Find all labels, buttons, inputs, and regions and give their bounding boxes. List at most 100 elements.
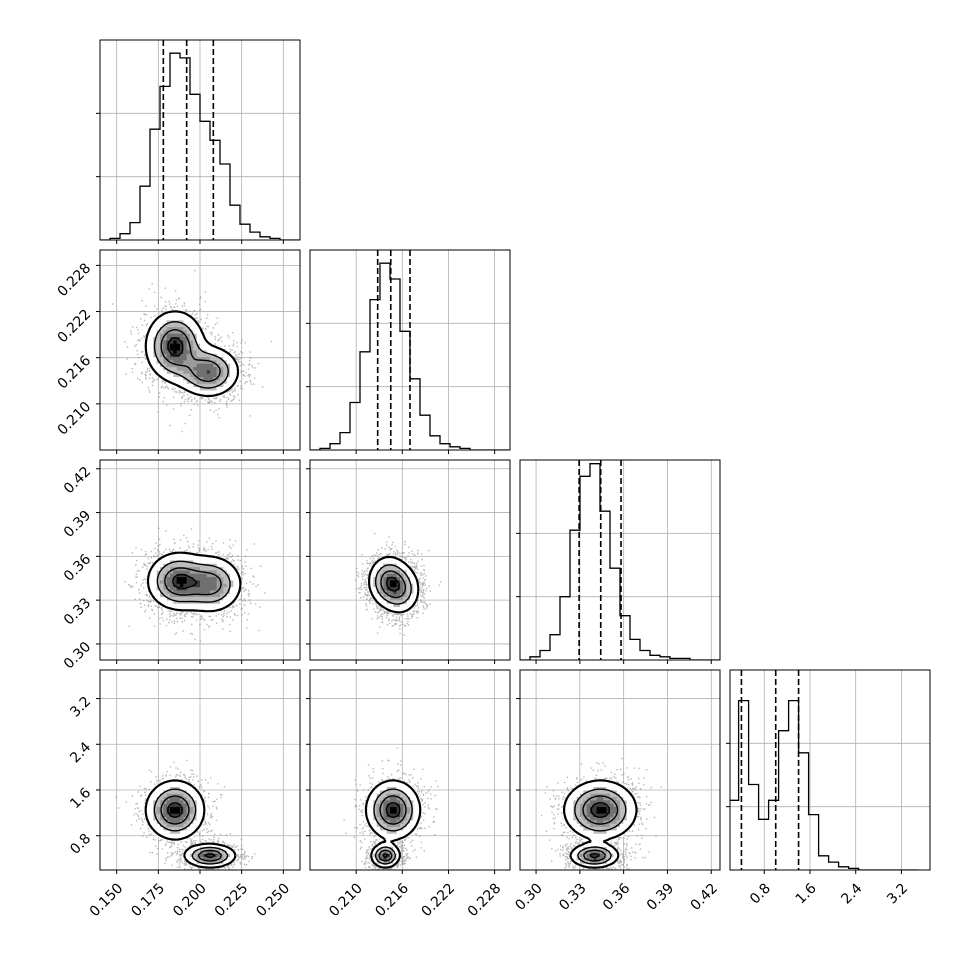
x-tick-label: 3.2 bbox=[884, 880, 911, 907]
density-cell bbox=[180, 383, 184, 388]
density-cell bbox=[160, 793, 164, 798]
density-cell bbox=[150, 346, 154, 351]
density-cell bbox=[223, 580, 228, 584]
density-cell bbox=[220, 560, 224, 564]
density-cell bbox=[203, 360, 208, 364]
density-cell bbox=[600, 826, 604, 831]
density-cell bbox=[210, 356, 214, 361]
density-cell bbox=[196, 850, 201, 854]
density-cell bbox=[193, 350, 198, 354]
contour-line bbox=[144, 310, 240, 398]
density-cell bbox=[383, 596, 388, 601]
density-cell bbox=[156, 333, 161, 338]
density-cell bbox=[413, 810, 418, 814]
x-tick-label: 0.33 bbox=[556, 880, 589, 913]
density-cell bbox=[216, 360, 221, 364]
density-cell bbox=[380, 823, 384, 828]
density-cell bbox=[156, 366, 161, 371]
density-cell bbox=[160, 583, 164, 588]
density-cell bbox=[196, 813, 201, 818]
density-cell bbox=[613, 816, 618, 821]
density-cell bbox=[200, 813, 204, 818]
density-cell bbox=[383, 810, 388, 814]
density-cell bbox=[390, 793, 394, 798]
contour-line bbox=[144, 779, 237, 869]
density-cell bbox=[196, 800, 201, 804]
density-cell bbox=[200, 350, 204, 354]
density-cell bbox=[156, 816, 161, 821]
density-cell bbox=[606, 786, 611, 791]
density-cell bbox=[183, 320, 188, 324]
density-cell bbox=[386, 566, 391, 571]
density-cell bbox=[170, 783, 174, 788]
density-cell bbox=[220, 600, 224, 604]
density-cell bbox=[230, 580, 234, 584]
density-cell bbox=[180, 583, 184, 588]
density-cell bbox=[376, 826, 381, 831]
density-cell bbox=[186, 603, 191, 608]
density-cell bbox=[393, 596, 398, 601]
density-cell bbox=[216, 600, 221, 604]
density-cell bbox=[180, 570, 184, 574]
density-cell bbox=[156, 813, 161, 818]
density-cell bbox=[616, 816, 621, 821]
density-cell bbox=[576, 823, 581, 828]
density-cell bbox=[396, 800, 401, 804]
density-cell bbox=[413, 583, 418, 588]
density-cell bbox=[220, 366, 224, 371]
density-cell bbox=[170, 363, 174, 368]
contour-line bbox=[364, 779, 422, 869]
density-cell bbox=[173, 356, 178, 361]
density-cell bbox=[186, 583, 191, 588]
density-cell bbox=[203, 356, 208, 361]
density-cell bbox=[153, 353, 158, 358]
density-cell bbox=[200, 373, 204, 378]
density-cell bbox=[616, 806, 621, 811]
density-cell bbox=[163, 586, 168, 591]
y-tick-label: 0.228 bbox=[55, 260, 95, 300]
density-cell bbox=[196, 353, 201, 358]
density-cell bbox=[390, 856, 394, 861]
density-cell bbox=[150, 363, 154, 368]
density-cell bbox=[630, 803, 634, 808]
density-cell bbox=[206, 580, 211, 584]
density-cell bbox=[206, 376, 211, 381]
density-cell bbox=[220, 356, 224, 361]
density-cell bbox=[583, 806, 588, 811]
density-cell bbox=[386, 860, 391, 864]
density-cell bbox=[386, 603, 391, 608]
density-cell bbox=[196, 863, 201, 868]
density-cell bbox=[396, 590, 401, 594]
density-cell bbox=[206, 846, 211, 851]
density-cell bbox=[186, 580, 191, 584]
contour-line bbox=[574, 788, 627, 865]
density-cell bbox=[370, 583, 374, 588]
density-cell bbox=[180, 606, 184, 611]
density-cell bbox=[376, 793, 381, 798]
density-cell bbox=[166, 580, 171, 584]
density-cell bbox=[183, 810, 188, 814]
density-cell bbox=[603, 823, 608, 828]
density-cell bbox=[216, 860, 221, 864]
density-cell bbox=[223, 370, 228, 374]
density-cell bbox=[146, 340, 151, 344]
density-cell bbox=[613, 823, 618, 828]
density-cell bbox=[596, 836, 601, 841]
density-cell bbox=[170, 573, 174, 578]
density-cell bbox=[206, 560, 211, 564]
density-cell bbox=[210, 863, 214, 868]
density-cell bbox=[213, 596, 218, 601]
density-cell bbox=[183, 806, 188, 811]
density-cell bbox=[610, 830, 614, 834]
density-cell bbox=[200, 340, 204, 344]
density-cell bbox=[190, 826, 194, 831]
density-cell bbox=[186, 386, 191, 391]
density-cell bbox=[216, 853, 221, 858]
density-cell bbox=[610, 846, 614, 851]
density-cell bbox=[593, 830, 598, 834]
density-cell bbox=[613, 856, 618, 861]
density-cell bbox=[160, 820, 164, 824]
density-cell bbox=[580, 806, 584, 811]
density-cell bbox=[400, 803, 404, 808]
density-cell bbox=[386, 816, 391, 821]
